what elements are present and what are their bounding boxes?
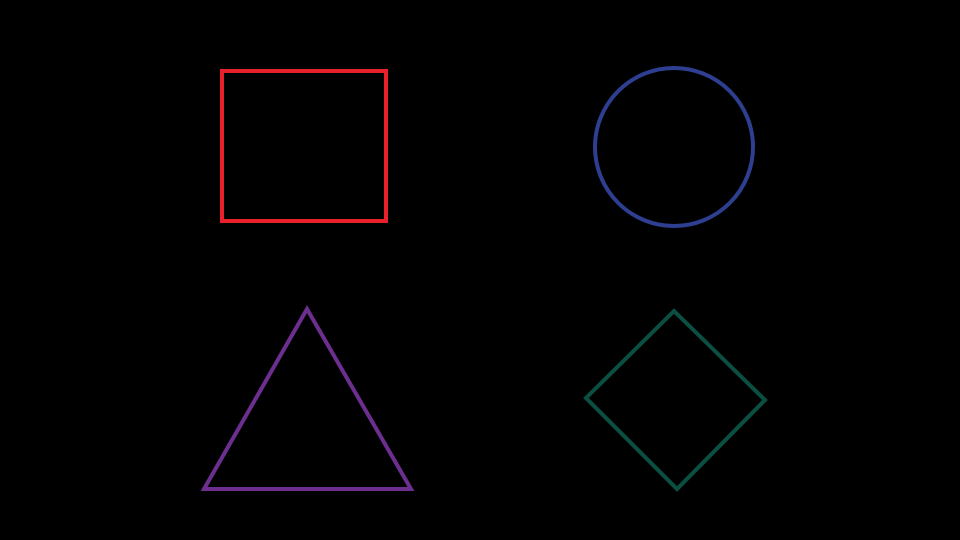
circle-shape xyxy=(593,66,755,228)
square-shape xyxy=(220,69,388,223)
diamond-shape xyxy=(583,308,768,492)
triangle-shape xyxy=(200,304,415,491)
